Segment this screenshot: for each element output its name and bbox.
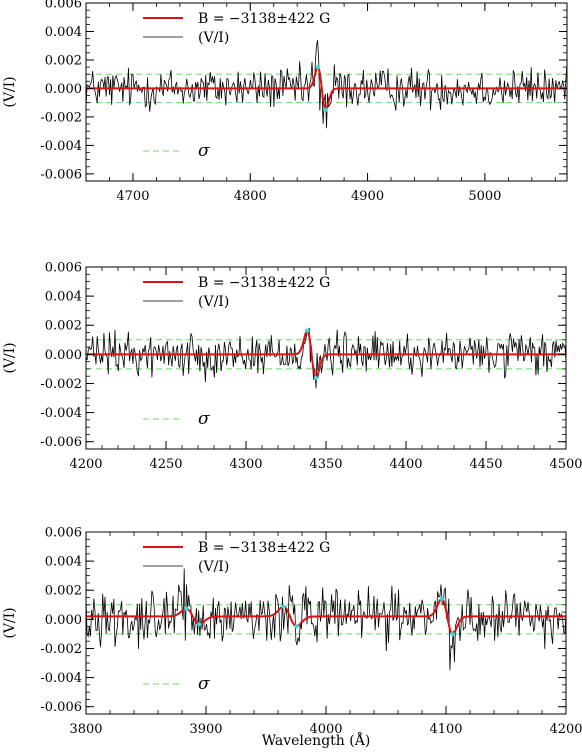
feature-marker-1-2 [313, 375, 319, 381]
legend-sigma-label: σ [198, 141, 210, 161]
feature-marker-1-1 [315, 65, 321, 70]
y-tick-label: -0.002 [40, 377, 82, 392]
x-tick-label: 4250 [149, 457, 182, 472]
x-tick-label: 4300 [229, 457, 262, 472]
x-tick-label: 4900 [351, 189, 384, 204]
y-tick-label: 0.006 [45, 0, 82, 12]
y-tick-label: -0.002 [40, 110, 82, 125]
y-tick-label: 0.004 [45, 25, 82, 40]
y-tick-label: -0.006 [40, 700, 82, 715]
y-tick-label: -0.004 [40, 139, 82, 154]
series-observed-vi [86, 568, 566, 671]
series-observed-vi [86, 327, 566, 389]
legend-model-label: B = −3138±422 G [198, 540, 330, 556]
y-tick-label: -0.004 [40, 671, 82, 686]
feature-marker-1-1 [184, 606, 189, 611]
y-tick-label: 0.002 [45, 319, 82, 334]
feature-marker-1-2 [323, 107, 328, 112]
y-axis-title: (V/I) [2, 342, 18, 373]
y-tick-label: -0.004 [40, 406, 82, 421]
panel-2: 0.006 0.004 0.002 0.000 -0.002 -0.004 -0.006 42… [2, 261, 582, 473]
y-tick-label: -0.006 [40, 435, 82, 450]
y-tick-label: 0.000 [45, 82, 82, 97]
x-tick-label: 4500 [549, 457, 582, 472]
plot-frame [85, 2, 568, 182]
legend-obs-label: (V/I) [198, 294, 229, 310]
feature-marker-3-1 [439, 596, 444, 601]
panel-1: 0.006 0.004 0.002 0.000 -0.002 -0.004 -0.006 47… [2, 0, 568, 204]
y-tick-label: 0.000 [45, 613, 82, 628]
feature-marker-3-2 [450, 631, 455, 637]
x-tick-label: 3900 [189, 722, 222, 737]
series-model-field [86, 597, 566, 635]
feature-marker-2-1 [281, 604, 286, 609]
y-tick-label: 0.006 [45, 526, 82, 541]
x-axis-title: Wavelength (Å) [261, 733, 371, 749]
legend-sigma-label: σ [198, 674, 210, 694]
x-tick-label: 4200 [549, 722, 582, 737]
y-axis-title: (V/I) [2, 76, 18, 107]
feature-marker-1-1 [305, 328, 310, 333]
x-tick-label: 3800 [69, 722, 102, 737]
y-tick-label: 0.004 [45, 555, 82, 570]
feature-marker-2-2 [294, 624, 299, 629]
x-tick-label: 5000 [468, 189, 501, 204]
x-tick-label: 4200 [69, 457, 102, 472]
feature-marker-1-2 [197, 622, 202, 627]
x-tick-label: 4800 [234, 189, 267, 204]
x-tick-label: 4100 [429, 722, 462, 737]
legend-model-label: B = −3138±422 G [198, 275, 330, 291]
y-tick-label: 0.002 [45, 584, 82, 599]
x-tick-label: 4700 [116, 189, 149, 204]
legend-model-label: B = −3138±422 G [198, 11, 330, 27]
panel-3: 0.006 0.004 0.002 0.000 -0.002 -0.004 -0.006 38… [2, 526, 582, 738]
y-tick-label: -0.006 [40, 167, 82, 182]
y-tick-label: 0.004 [45, 290, 82, 305]
y-tick-label: 0.000 [45, 348, 82, 363]
legend-sigma-label: σ [198, 409, 210, 429]
y-tick-label: 0.002 [45, 53, 82, 68]
series-model-field [86, 329, 566, 380]
x-tick-label: 4000 [309, 722, 342, 737]
x-tick-label: 4400 [389, 457, 422, 472]
y-tick-label: -0.002 [40, 642, 82, 657]
x-tick-label: 4350 [309, 457, 342, 472]
plot-frame [85, 266, 567, 450]
x-tick-label: 4450 [469, 457, 502, 472]
series-observed-vi [86, 40, 567, 129]
legend-obs-label: (V/I) [198, 30, 229, 46]
legend-obs-label: (V/I) [198, 559, 229, 575]
y-tick-label: 0.006 [45, 261, 82, 276]
y-axis-title: (V/I) [2, 607, 18, 638]
